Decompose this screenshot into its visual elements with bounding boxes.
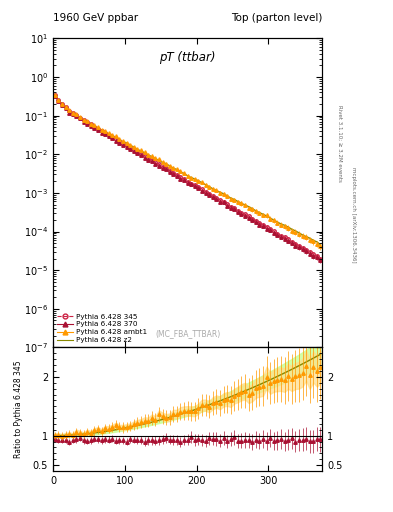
Pythia 6.428 z2 (289, 226, 294, 232)
Text: 1960 GeV ppbar: 1960 GeV ppbar (53, 13, 138, 23)
Pythia 6.428 z2 (53, 92, 57, 98)
Pythia 6.428 z2 (261, 211, 265, 218)
Pythia 6.428 z2 (318, 242, 323, 248)
Text: pT (ttbar): pT (ttbar) (160, 51, 216, 64)
Text: mcplots.cern.ch [arXiv:1306.3436]: mcplots.cern.ch [arXiv:1306.3436] (351, 167, 356, 263)
Pythia 6.428 z2 (253, 208, 258, 214)
Text: Top (parton level): Top (parton level) (231, 13, 322, 23)
Pythia 6.428 z2 (74, 112, 79, 118)
Text: Rivet 3.1.10; ≥ 3.2M events: Rivet 3.1.10; ≥ 3.2M events (338, 105, 342, 182)
Line: Pythia 6.428 z2: Pythia 6.428 z2 (55, 95, 320, 245)
Pythia 6.428 z2 (264, 213, 269, 219)
Y-axis label: Ratio to Pythia 6.428 345: Ratio to Pythia 6.428 345 (15, 360, 24, 458)
Text: (MC_FBA_TTBAR): (MC_FBA_TTBAR) (155, 329, 220, 338)
Pythia 6.428 z2 (272, 217, 276, 223)
Legend: Pythia 6.428 345, Pythia 6.428 370, Pythia 6.428 ambt1, Pythia 6.428 z2: Pythia 6.428 345, Pythia 6.428 370, Pyth… (57, 313, 148, 344)
